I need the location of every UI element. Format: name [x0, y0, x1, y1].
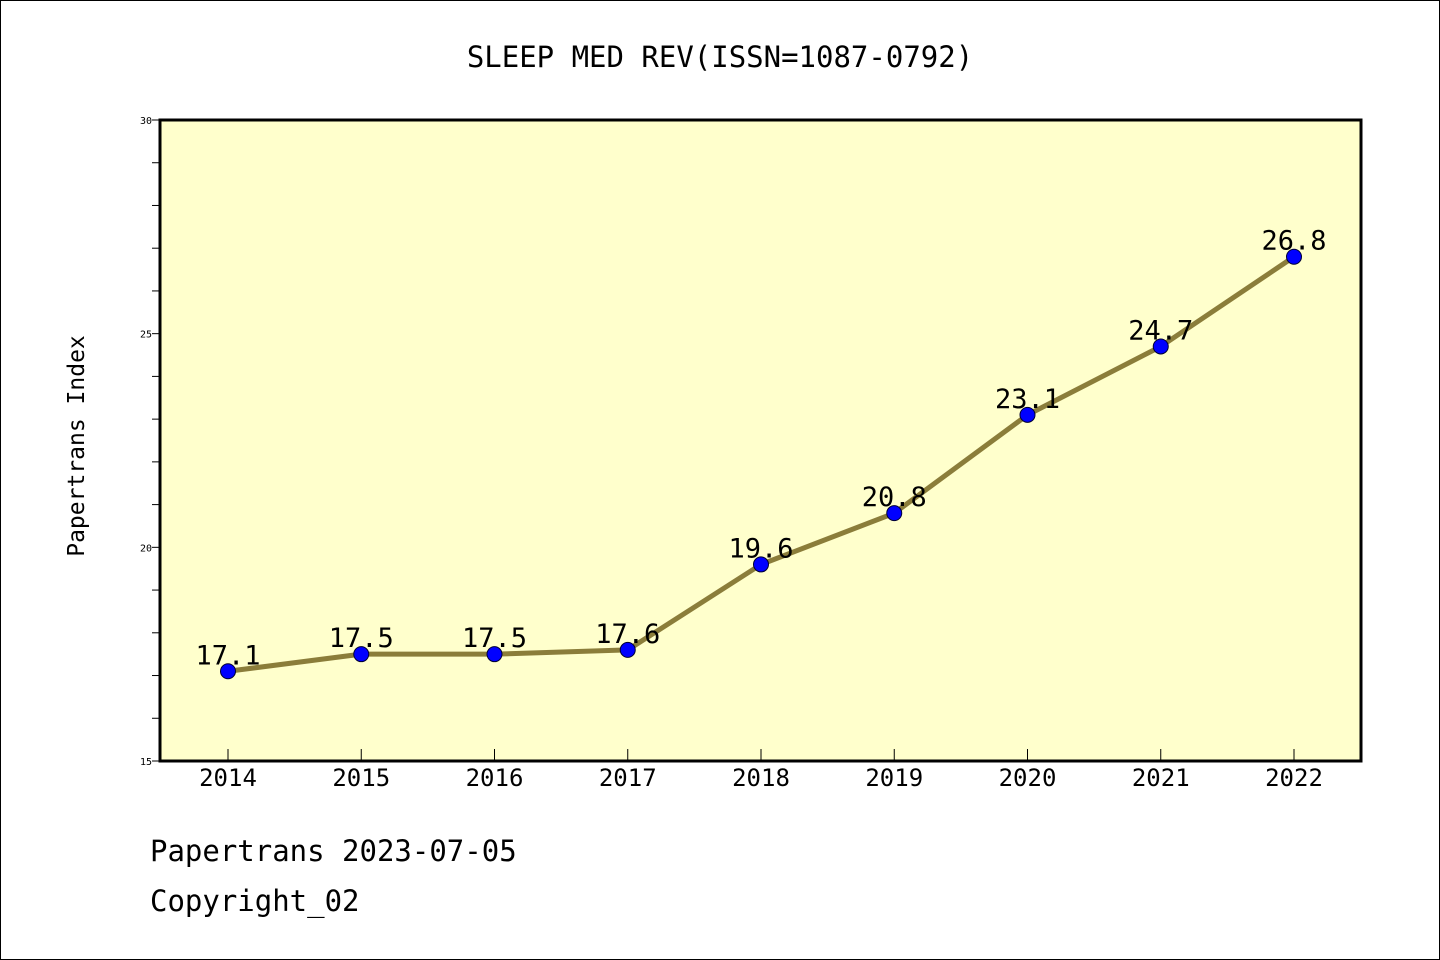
x-tick-label: 2018: [732, 764, 790, 792]
data-point: [619, 641, 636, 658]
footer-copyright: Copyright_02: [150, 884, 360, 918]
data-point: [1152, 338, 1169, 355]
x-tick-label: 2014: [199, 764, 257, 792]
x-tick-label: 2021: [1132, 764, 1190, 792]
data-point: [753, 556, 769, 573]
x-axis: 2014 2015 2016 2017 2018 2019 2020 2021 2022: [199, 749, 1323, 792]
data-point: [886, 505, 903, 522]
data-point: [220, 663, 236, 680]
series-points-group: [220, 248, 1302, 680]
y-tick-label: 15: [140, 757, 152, 768]
data-point: [486, 646, 503, 663]
x-tick-label: 2022: [1265, 764, 1323, 792]
footer-date: Papertrans 2023-07-05: [150, 834, 517, 868]
x-tick-label: 2016: [466, 764, 524, 792]
y-tick-label: 30: [140, 116, 152, 127]
data-point: [1286, 248, 1302, 265]
y-tick-label: 25: [140, 330, 152, 341]
y-axis-label: Papertrans Index: [64, 335, 90, 557]
data-point: [353, 646, 370, 663]
data-point: [1019, 406, 1036, 423]
plot-area: [158, 118, 1363, 763]
x-tick-label: 2015: [332, 764, 390, 792]
chart-title: SLEEP MED REV(ISSN=1087-0792): [467, 40, 973, 74]
x-tick-label: 2020: [999, 764, 1057, 792]
x-tick-label: 2017: [599, 764, 657, 792]
x-tick-label: 2019: [865, 764, 923, 792]
y-axis: 15 20 25 30: [140, 116, 160, 768]
y-tick-label: 20: [140, 543, 152, 554]
